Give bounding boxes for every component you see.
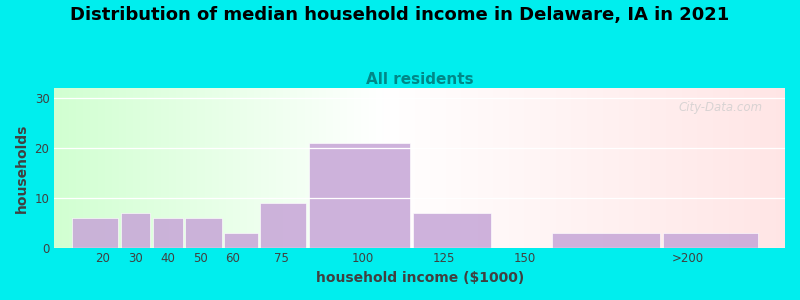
Text: Distribution of median household income in Delaware, IA in 2021: Distribution of median household income … (70, 6, 730, 24)
Bar (553, 232, 660, 247)
Bar (663, 232, 758, 247)
Bar (72, 218, 118, 247)
Title: All residents: All residents (366, 72, 474, 87)
Text: City-Data.com: City-Data.com (679, 101, 763, 114)
Bar (260, 203, 306, 248)
Bar (309, 143, 410, 248)
Bar (225, 232, 258, 247)
Bar (121, 213, 150, 248)
X-axis label: household income ($1000): household income ($1000) (315, 271, 524, 285)
Bar (186, 218, 222, 247)
Y-axis label: households: households (15, 123, 29, 213)
Bar (153, 218, 183, 247)
Bar (413, 213, 491, 248)
